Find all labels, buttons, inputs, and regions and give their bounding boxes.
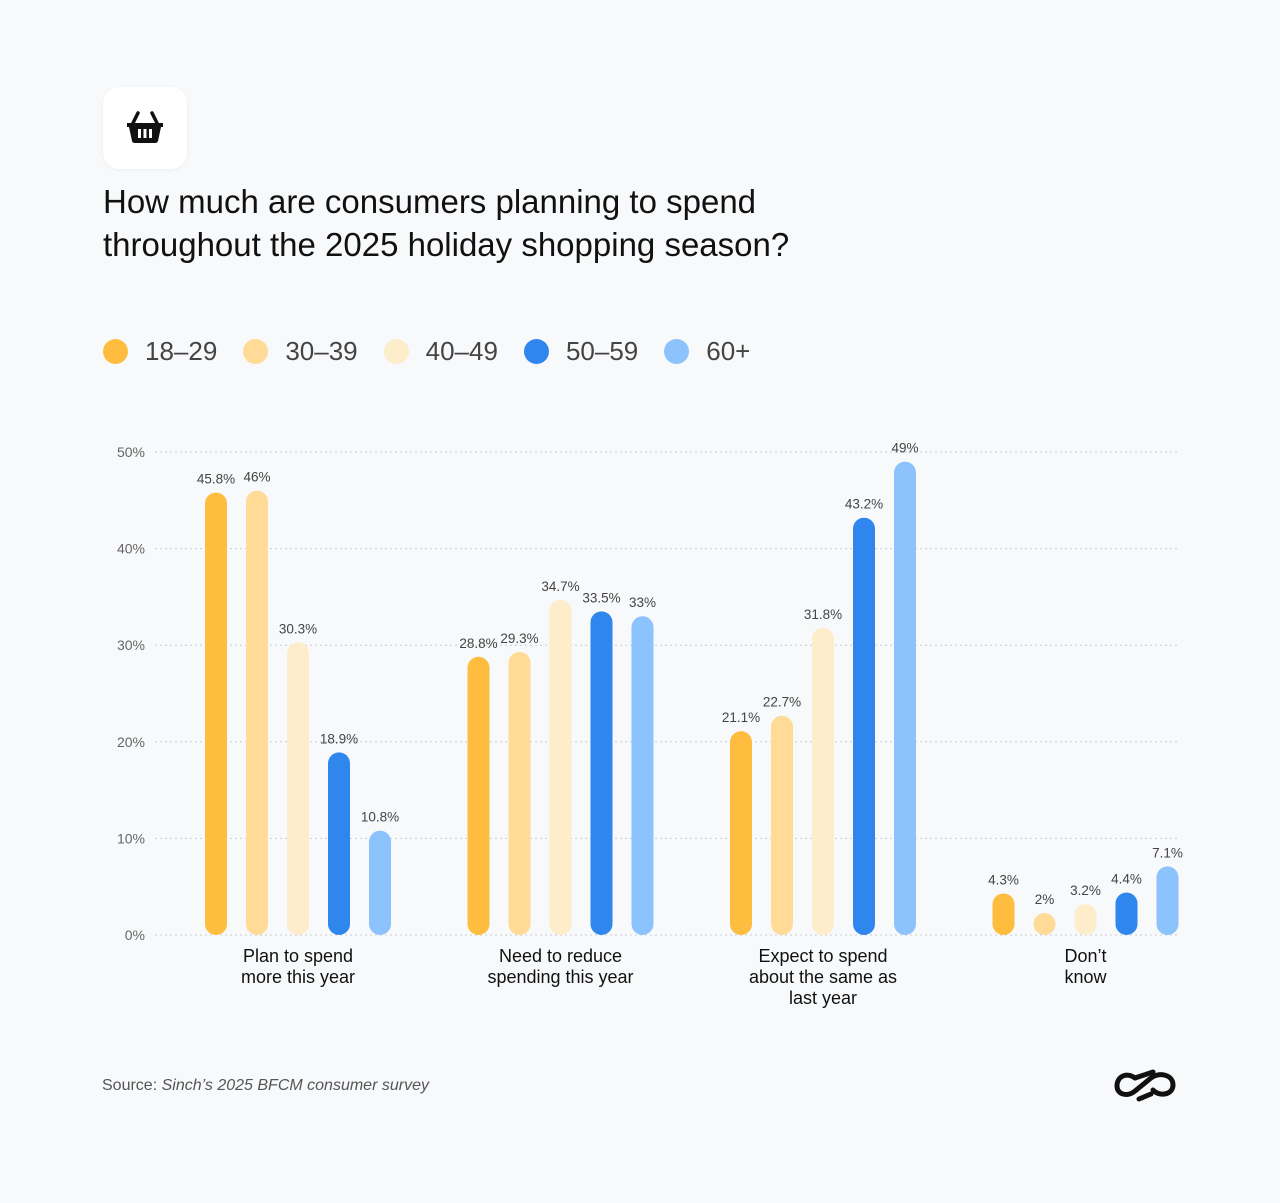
- data-label: 4.4%: [1111, 871, 1142, 886]
- bar: [992, 893, 1015, 935]
- y-tick-label: 50%: [117, 444, 145, 460]
- data-label: 33%: [629, 595, 656, 610]
- data-label: 29.3%: [500, 631, 538, 646]
- category-label: Need to reduce: [499, 946, 622, 966]
- bar: [508, 651, 531, 935]
- bar: [730, 731, 752, 935]
- legend-label: 50–59: [565, 336, 639, 366]
- data-label: 4.3%: [988, 872, 1019, 887]
- category-label: Plan to spend: [243, 946, 353, 966]
- category-label: spending this year: [487, 967, 633, 987]
- title-line-2: throughout the 2025 holiday shopping sea…: [103, 226, 790, 263]
- bar: [369, 830, 391, 935]
- sinch-logo: [1114, 1069, 1176, 1102]
- category-label: know: [1064, 967, 1107, 987]
- source-text: Sinch’s 2025 BFCM consumer survey: [161, 1077, 429, 1094]
- legend-swatch: [103, 339, 128, 364]
- bar: [1156, 866, 1179, 935]
- source-note: Source: Sinch’s 2025 BFCM consumer surve…: [102, 1077, 429, 1095]
- bar: [771, 715, 793, 935]
- data-label: 43.2%: [845, 497, 883, 512]
- bar: [287, 642, 309, 935]
- bar: [328, 752, 350, 935]
- y-tick-label: 30%: [117, 637, 145, 653]
- legend-label: 30–39: [285, 336, 358, 366]
- y-tick-label: 40%: [117, 541, 145, 557]
- bar: [549, 599, 572, 935]
- legend-item: 60+: [664, 336, 750, 367]
- legend: 18–29 30–39 40–49 50–59 60+: [103, 336, 776, 367]
- legend-label: 40–49: [425, 336, 498, 366]
- y-tick-label: 20%: [117, 734, 145, 750]
- bar: [812, 627, 834, 935]
- data-label: 34.7%: [541, 579, 579, 594]
- chart-title: How much are consumers planning to spend…: [103, 180, 789, 266]
- data-label: 45.8%: [197, 472, 235, 487]
- legend-label: 60+: [706, 336, 751, 366]
- title-line-1: How much are consumers planning to spend: [103, 183, 757, 220]
- data-label: 46%: [243, 470, 270, 485]
- data-label: 33.5%: [582, 590, 620, 605]
- bar: [467, 656, 490, 935]
- shopping-basket-icon: [127, 111, 163, 143]
- bar: [246, 490, 268, 935]
- data-label: 31.8%: [804, 607, 842, 622]
- y-tick-label: 10%: [117, 830, 145, 846]
- bar: [205, 492, 227, 935]
- bar: [631, 616, 654, 935]
- bar: [1074, 904, 1097, 935]
- data-label: 3.2%: [1070, 883, 1101, 898]
- category-label: Don’t: [1064, 946, 1106, 966]
- basket-icon-card: [103, 87, 187, 169]
- data-label: 10.8%: [361, 810, 399, 825]
- y-tick-label: 0%: [125, 927, 145, 943]
- legend-swatch: [383, 339, 409, 364]
- legend-item: 40–49: [383, 336, 498, 367]
- legend-swatch: [523, 339, 549, 364]
- legend-item: 18–29: [103, 336, 217, 367]
- bar: [853, 517, 875, 935]
- data-label: 22.7%: [763, 695, 801, 710]
- source-prefix: Source:: [102, 1077, 162, 1094]
- legend-item: 50–59: [523, 336, 639, 367]
- data-label: 18.9%: [320, 731, 358, 746]
- data-label: 7.1%: [1152, 845, 1183, 860]
- legend-label: 18–29: [145, 336, 218, 366]
- data-label: 28.8%: [459, 636, 497, 651]
- category-label: last year: [789, 988, 857, 1008]
- legend-swatch: [243, 339, 269, 364]
- legend-item: 30–39: [243, 336, 358, 367]
- bar: [590, 611, 613, 935]
- bar: [1033, 913, 1056, 935]
- data-label: 2%: [1035, 892, 1055, 907]
- category-label: about the same as: [749, 967, 897, 987]
- data-label: 21.1%: [722, 710, 760, 725]
- legend-swatch: [664, 339, 690, 364]
- category-label: Expect to spend: [758, 946, 887, 966]
- data-label: 30.3%: [279, 621, 317, 636]
- category-label: more this year: [241, 967, 355, 987]
- bar: [1115, 892, 1138, 935]
- bar: [894, 461, 916, 935]
- data-label: 49%: [891, 441, 918, 456]
